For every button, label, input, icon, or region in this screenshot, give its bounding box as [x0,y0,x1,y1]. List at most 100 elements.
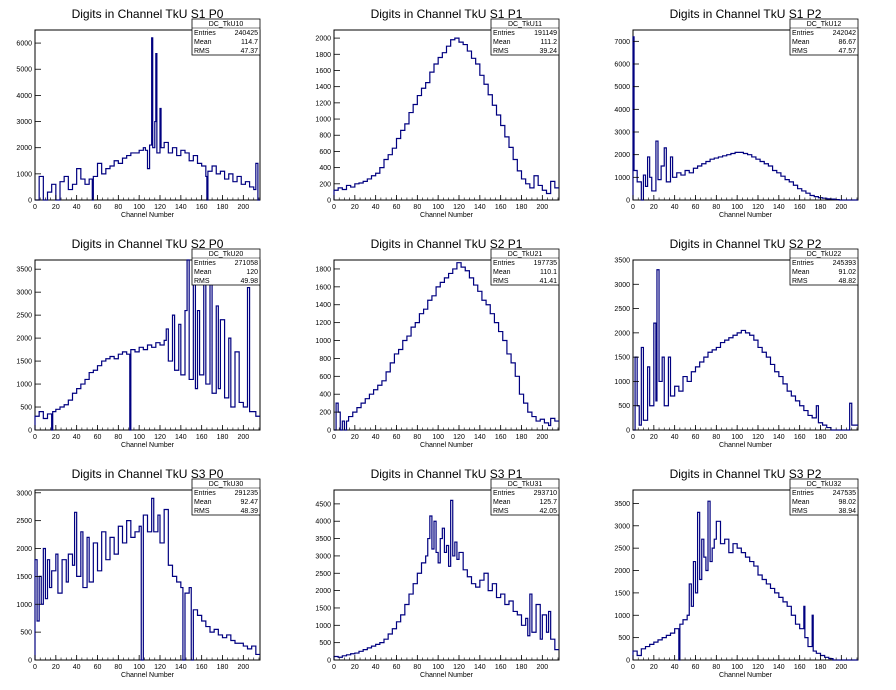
stats-box-name: DC_TkU12 [807,21,842,28]
y-tick-label: 0 [327,428,331,435]
x-tick-label: 140 [175,664,187,671]
y-tick-label: 200 [319,410,331,417]
stats-box-frame [191,478,261,516]
chart-title: Digits in Channel TkU S3 P2 [670,467,822,481]
stats-label: RMS [194,508,210,515]
stats-label: Mean [194,499,212,506]
histogram-panel-8: Digits in Channel TkU S3 P1 0 20 40 60 80 100 1… [315,467,560,679]
stats-label: Entries [493,30,515,37]
histogram-series [34,259,260,431]
y-tick-label: 3000 [614,523,630,530]
stats-value: 92.47 [240,499,258,506]
y-tick-label: 2000 [315,588,331,595]
x-tick-label: 0 [631,204,635,211]
y-tick-label: 6000 [16,41,32,48]
x-tick-label: 80 [413,434,421,441]
stats-value: 114.7 [241,39,258,46]
x-tick-label: 200 [237,434,249,441]
stats-value: 125.7 [539,499,557,506]
y-tick-label: 5000 [614,84,630,91]
x-tick-label: 60 [94,664,102,671]
x-tick-label: 120 [752,664,764,671]
y-tick-label: 500 [319,640,331,647]
y-tick-label: 2000 [16,546,32,553]
y-tick-label: 0 [28,428,32,435]
y-tick-label: 800 [319,356,331,363]
y-tick-label: 1600 [315,68,331,75]
y-tick-label: 4000 [315,519,331,526]
x-tick-label: 120 [453,664,465,671]
y-tick-label: 3000 [614,282,630,289]
y-tick-label: 3500 [16,267,32,274]
chart-title: Digits in Channel TkU S2 P1 [371,237,523,251]
x-tick-label: 80 [712,434,720,441]
stats-label: Mean [792,269,810,276]
stats-value: 291235 [235,490,258,497]
histogram-panel-7: Digits in Channel TkU S3 P0 0 20 40 60 80 100 1… [16,467,261,679]
stats-label: Entries [194,30,216,37]
chart-title: Digits in Channel TkU S2 P2 [670,237,822,251]
x-tick-label: 0 [332,204,336,211]
stats-box-name: DC_TkU20 [209,251,244,258]
y-tick-label: 1000 [614,613,630,620]
x-tick-label: 40 [671,434,679,441]
x-tick-label: 200 [536,664,548,671]
stats-label: Entries [792,30,814,37]
y-tick-label: 0 [626,198,630,205]
y-tick-label: 2500 [614,546,630,553]
stats-value: 48.82 [838,278,856,285]
y-tick-label: 2500 [16,313,32,320]
x-tick-label: 60 [692,434,700,441]
y-tick-label: 0 [327,198,331,205]
x-tick-label: 60 [393,664,401,671]
stats-value: 120 [246,269,258,276]
x-tick-label: 100 [731,434,743,441]
y-tick-label: 400 [319,392,331,399]
y-tick-label: 500 [618,403,630,410]
stats-label: Entries [792,260,814,267]
y-tick-label: 4500 [315,501,331,508]
x-axis-label: Channel Number [121,212,175,219]
x-tick-label: 80 [114,664,122,671]
stats-value: 86.67 [838,39,856,46]
x-tick-label: 180 [217,664,229,671]
x-tick-label: 0 [33,204,37,211]
y-tick-label: 3500 [614,258,630,265]
stats-box: DC_TkU12 Entries 242042 Mean 86.67 RMS 47.57 [789,18,859,56]
x-tick-label: 180 [217,434,229,441]
x-tick-label: 120 [154,434,166,441]
stats-box-frame [191,18,261,56]
y-tick-label: 2000 [614,152,630,159]
x-tick-label: 140 [474,204,486,211]
plot-frame [333,29,560,201]
x-tick-label: 0 [33,434,37,441]
stats-value: 191149 [534,30,557,37]
x-tick-label: 180 [516,434,528,441]
stats-label: RMS [493,278,509,285]
stats-value: 271058 [235,260,258,267]
stats-box: DC_TkU10 Entries 240425 Mean 114.7 RMS 47.37 [191,18,261,56]
x-tick-label: 200 [237,204,249,211]
stats-value: 293710 [534,490,557,497]
x-tick-label: 60 [692,204,700,211]
y-tick-label: 3000 [16,119,32,126]
histogram-series [632,500,858,661]
stats-label: RMS [792,48,808,55]
stats-value: 111.2 [541,39,558,46]
y-tick-label: 2000 [315,36,331,43]
stats-box-frame [191,248,261,286]
x-tick-label: 40 [671,204,679,211]
x-axis-label: Channel Number [420,212,474,219]
stats-box: DC_TkU22 Entries 245393 Mean 91.02 RMS 48.82 [789,248,859,286]
x-tick-label: 180 [815,204,827,211]
x-axis-label: Channel Number [121,672,175,679]
plot-frame [333,489,560,661]
x-tick-label: 40 [73,204,81,211]
x-tick-label: 60 [94,204,102,211]
y-tick-label: 2500 [16,518,32,525]
stats-box-name: DC_TkU22 [807,251,842,258]
stats-box-name: DC_TkU30 [209,481,244,488]
y-tick-label: 1200 [315,320,331,327]
stats-label: RMS [792,278,808,285]
x-tick-label: 60 [94,434,102,441]
